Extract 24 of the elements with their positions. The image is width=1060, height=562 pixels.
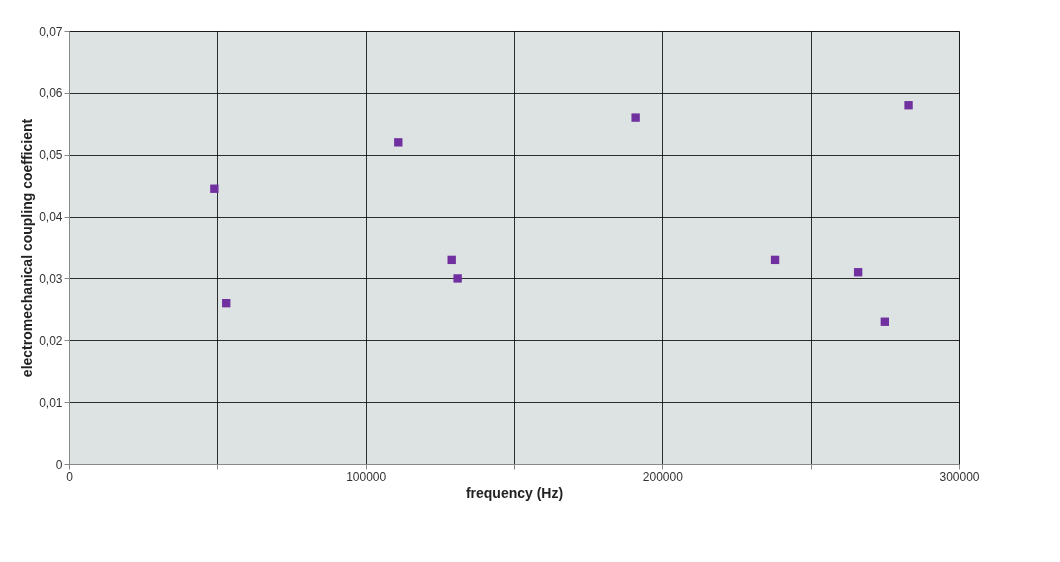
x-tick-label: 0 [66, 469, 74, 484]
y-tick-label: 0 [55, 457, 63, 472]
y-tick-label: 0,06 [39, 86, 63, 101]
x-tick-label: 300000 [939, 469, 980, 484]
point [447, 255, 456, 265]
point [631, 113, 640, 122]
y-tick-label: 0,01 [39, 395, 63, 410]
y-tick-label: 0,04 [39, 210, 63, 225]
point [210, 184, 219, 193]
y-tick-label: 0,02 [39, 333, 63, 348]
point [853, 268, 863, 277]
y-tick-label: 0,03 [39, 271, 63, 286]
point [770, 255, 780, 265]
y-tick-label: 0,07 [39, 24, 63, 39]
y-axis-title: electromechanical coupling coefficient [19, 118, 36, 378]
point [904, 101, 913, 110]
x-tick-label: 200000 [642, 469, 684, 484]
x-tick-label: 100000 [346, 469, 387, 484]
y-tick-label: 0,05 [39, 148, 63, 163]
x-axis-title: frequency (Hz) [465, 484, 564, 501]
point [394, 138, 403, 147]
point [222, 298, 231, 308]
point [453, 274, 462, 283]
point [880, 317, 890, 326]
